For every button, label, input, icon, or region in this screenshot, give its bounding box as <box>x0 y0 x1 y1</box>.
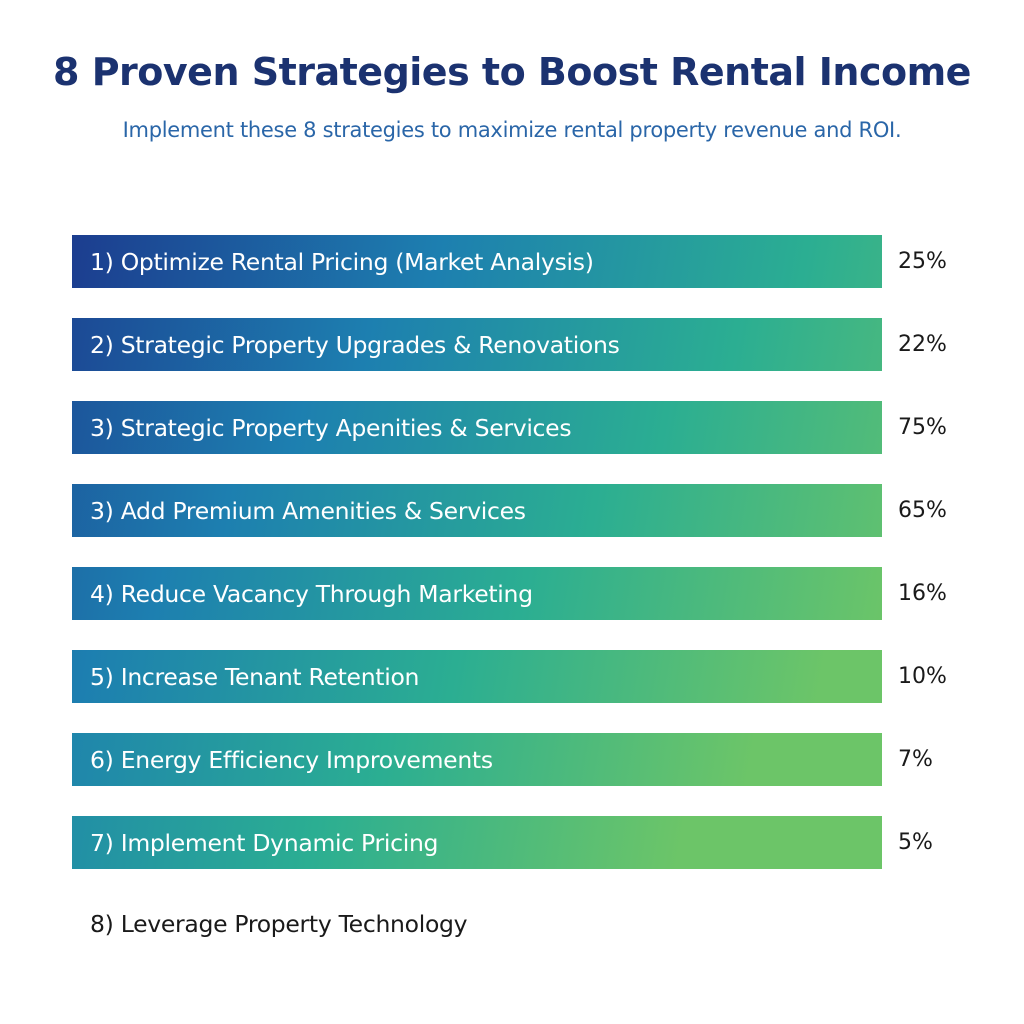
bar-value-2: 22% <box>898 332 947 357</box>
chart-subtitle: Implement these 8 strategies to maximize… <box>122 118 902 142</box>
bar-label-6: 5) Increase Tenant Retention <box>90 662 420 691</box>
bar-4: 3) Add Premium Amenities & Services <box>72 484 882 537</box>
bar-5: 4) Reduce Vacancy Through Marketing <box>72 567 882 620</box>
bar-label-8: 7) Implement Dynamic Pricing <box>90 828 439 857</box>
bar-value-5: 16% <box>898 581 947 606</box>
bar-value-6: 10% <box>898 664 947 689</box>
bar-2: 2) Strategic Property Upgrades & Renovat… <box>72 318 882 371</box>
bar-value-7: 7% <box>898 747 933 772</box>
bar-label-2: 2) Strategic Property Upgrades & Renovat… <box>90 330 620 359</box>
category-label-9: 8) Leverage Property Technology <box>90 909 468 938</box>
bar-value-8: 5% <box>898 830 933 855</box>
bar-label-7: 6) Energy Efficiency Improvements <box>90 745 493 774</box>
bar-6: 5) Increase Tenant Retention <box>72 650 882 703</box>
bar-label-4: 3) Add Premium Amenities & Services <box>90 496 526 525</box>
bar-7: 6) Energy Efficiency Improvements <box>72 733 882 786</box>
bar-value-1: 25% <box>898 249 947 274</box>
bar-1: 1) Optimize Rental Pricing (Market Analy… <box>72 235 882 288</box>
bar-label-1: 1) Optimize Rental Pricing (Market Analy… <box>90 247 594 276</box>
bar-3: 3) Strategic Property Apenities & Servic… <box>72 401 882 454</box>
bar-value-4: 65% <box>898 498 947 523</box>
bar-label-5: 4) Reduce Vacancy Through Marketing <box>90 579 533 608</box>
bar-value-3: 75% <box>898 415 947 440</box>
chart-title: 8 Proven Strategies to Boost Rental Inco… <box>53 50 971 94</box>
bar-label-3: 3) Strategic Property Apenities & Servic… <box>90 413 572 442</box>
bar-8: 7) Implement Dynamic Pricing <box>72 816 882 869</box>
